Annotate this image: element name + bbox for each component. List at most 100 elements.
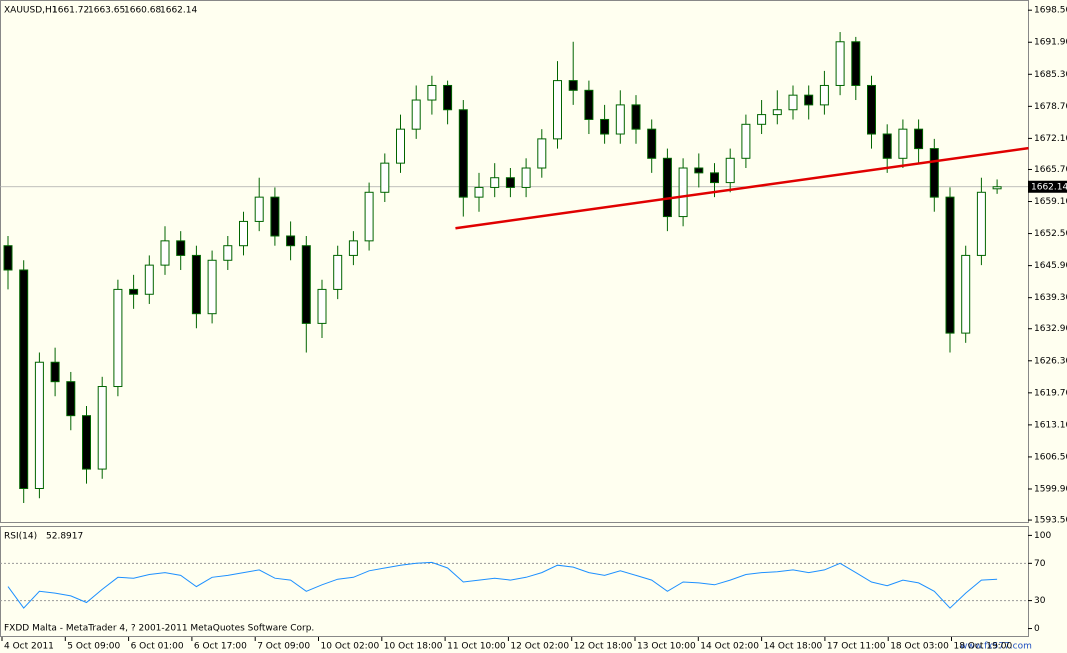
candle-body <box>333 254 343 290</box>
open-value: 1661.72 <box>52 6 89 16</box>
y-tick-label: 1626.30 <box>1034 356 1067 366</box>
candle-body <box>882 133 892 159</box>
candle-body <box>961 254 971 334</box>
low-value: 1660.68 <box>124 6 161 16</box>
y-tick-label: 1606.50 <box>1034 452 1067 462</box>
candle-body <box>458 109 468 198</box>
y-tick-label: 1599.90 <box>1034 484 1067 494</box>
candle-body <box>474 186 484 198</box>
x-tick-label: 18 Oct 03:00 <box>890 642 949 652</box>
y-tick-label: 1593.50 <box>1034 516 1067 526</box>
candle-body <box>741 123 751 159</box>
candle-body <box>615 104 625 135</box>
x-tick-label: 6 Oct 17:00 <box>194 642 247 652</box>
candle-body <box>427 84 437 101</box>
candle-body <box>223 245 233 261</box>
candle-body <box>113 288 123 388</box>
y-tick-label: 1698.50 <box>1034 6 1067 16</box>
y-tick-label: 1645.90 <box>1034 261 1067 271</box>
trendline <box>455 146 1029 230</box>
candle-body <box>66 381 76 417</box>
candle-body <box>82 415 91 470</box>
x-tick-label: 5 Oct 09:00 <box>67 642 120 652</box>
y-tick-label: 1691.90 <box>1034 38 1067 48</box>
candle-body <box>490 177 500 188</box>
candle-body <box>553 80 562 140</box>
y-tick-label: 30 <box>1034 596 1046 606</box>
candle-body <box>19 269 29 489</box>
y-tick-label: 100 <box>1034 531 1051 541</box>
candle-body <box>929 148 939 198</box>
candle-body <box>50 361 60 383</box>
x-tick-label: 14 Oct 02:00 <box>700 642 759 652</box>
candle-body <box>317 288 327 324</box>
close-value: 1662.14 <box>160 6 197 16</box>
candle-body <box>945 196 955 334</box>
candle-body <box>600 118 610 135</box>
last-price-box <box>1028 180 1067 193</box>
x-tick-label: 7 Oct 09:00 <box>257 642 310 652</box>
candle-body <box>521 167 531 188</box>
candle-body <box>97 386 107 470</box>
y-tick-label: 1619.70 <box>1034 388 1067 398</box>
candle-body <box>835 41 845 86</box>
candle-body <box>505 177 515 188</box>
candle-body <box>725 157 735 184</box>
y-tick-label: 1639.30 <box>1034 293 1067 303</box>
watermark: www.fx577.com <box>960 642 1032 652</box>
candle-body <box>568 80 578 91</box>
y-tick-label: 1613.10 <box>1034 420 1067 430</box>
footer: FXDD Malta - MetaTrader 4, ? 2001-2011 M… <box>4 624 314 634</box>
candle-body <box>851 41 861 86</box>
candle-body <box>788 94 798 111</box>
candle-body <box>129 288 139 295</box>
y-tick-label: 1685.30 <box>1034 70 1067 80</box>
x-tick-label: 10 Oct 02:00 <box>321 642 380 652</box>
candle-body <box>694 167 704 174</box>
candle-body <box>160 240 170 266</box>
candle-body <box>804 94 814 106</box>
x-tick-label: 13 Oct 10:00 <box>637 642 696 652</box>
candle-body <box>898 128 908 159</box>
candle-body <box>647 128 657 159</box>
candle-body <box>270 196 280 237</box>
candle-body <box>144 264 154 295</box>
candle-body <box>631 104 641 130</box>
high-value: 1663.65 <box>88 6 125 16</box>
candle-body <box>176 240 186 256</box>
candle-body <box>537 138 547 169</box>
candle-body <box>584 89 594 120</box>
x-tick-label: 12 Oct 02:00 <box>510 642 569 652</box>
candle-body <box>34 361 44 489</box>
candle-body <box>239 220 248 247</box>
x-tick-label: 18 Oct 19:00 <box>954 642 1013 652</box>
candle-body <box>364 191 374 242</box>
rsi-line <box>7 561 998 609</box>
candle-body <box>348 240 358 256</box>
candle-body <box>772 109 782 116</box>
candle-body <box>286 235 296 247</box>
candle-body <box>411 99 421 130</box>
y-tick-label: 1678.70 <box>1034 102 1067 112</box>
rsi-value: 52.8917 <box>46 532 83 542</box>
x-tick-label: 6 Oct 01:00 <box>131 642 184 652</box>
x-tick-label: 14 Oct 18:00 <box>764 642 823 652</box>
candle-body <box>191 254 201 315</box>
x-tick-label: 11 Oct 10:00 <box>447 642 506 652</box>
rsi-panel <box>0 526 1029 637</box>
y-tick-label: 1672.10 <box>1034 134 1067 144</box>
x-tick-label: 10 Oct 18:00 <box>384 642 443 652</box>
candle-body <box>678 167 688 218</box>
candle-body <box>254 196 264 222</box>
candle-body <box>976 191 986 256</box>
x-tick-label: 4 Oct 2011 <box>4 642 54 652</box>
candle-body <box>207 259 217 315</box>
rsi-title: RSI(14) <box>4 532 37 542</box>
candle-body <box>819 84 829 106</box>
candle-body <box>662 157 672 218</box>
candle-body <box>380 162 390 193</box>
last-price-label: 1662.14 <box>1031 182 1067 192</box>
y-tick-label: 1652.50 <box>1034 229 1067 239</box>
